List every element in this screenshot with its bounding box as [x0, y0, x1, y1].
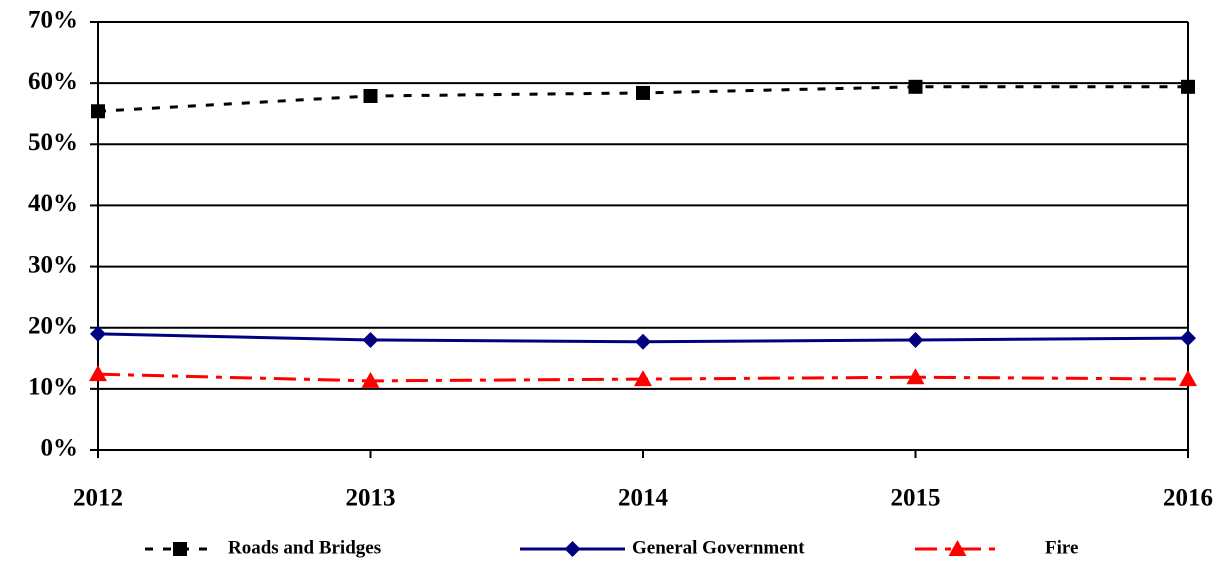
y-tick-label: 10% — [28, 374, 78, 401]
data-point — [636, 85, 650, 100]
data-point — [362, 331, 379, 348]
legend-label: General Government — [632, 537, 805, 558]
data-point — [361, 371, 380, 388]
x-tick-label: 2015 — [891, 485, 941, 512]
data-point — [634, 370, 652, 387]
data-point — [907, 331, 924, 348]
data-point — [89, 365, 107, 382]
y-tick-label: 60% — [28, 68, 78, 95]
y-tick-label: 30% — [28, 251, 78, 278]
y-tick-label: 20% — [28, 312, 78, 339]
data-point — [906, 368, 925, 385]
data-point — [91, 104, 105, 119]
y-tick-label: 40% — [28, 190, 78, 217]
x-tick-label: 2013 — [346, 485, 396, 512]
data-point — [90, 325, 106, 342]
legend-marker — [564, 541, 581, 557]
legend-label: Fire — [1045, 537, 1078, 558]
data-point — [363, 88, 378, 103]
legend-marker — [948, 540, 967, 556]
y-tick-label: 50% — [28, 129, 78, 156]
y-tick-label: 0% — [41, 435, 79, 462]
x-tick-label: 2014 — [618, 485, 669, 512]
y-tick-label: 70% — [28, 7, 78, 34]
legend-label: Roads and Bridges — [228, 537, 381, 558]
x-tick-label: 2012 — [73, 485, 123, 512]
data-point — [635, 333, 651, 350]
x-tick-label: 2016 — [1163, 485, 1213, 512]
legend-marker — [173, 542, 187, 556]
data-point — [1181, 79, 1195, 94]
data-point — [1179, 370, 1197, 387]
data-point — [908, 79, 923, 94]
data-point — [1180, 330, 1196, 347]
